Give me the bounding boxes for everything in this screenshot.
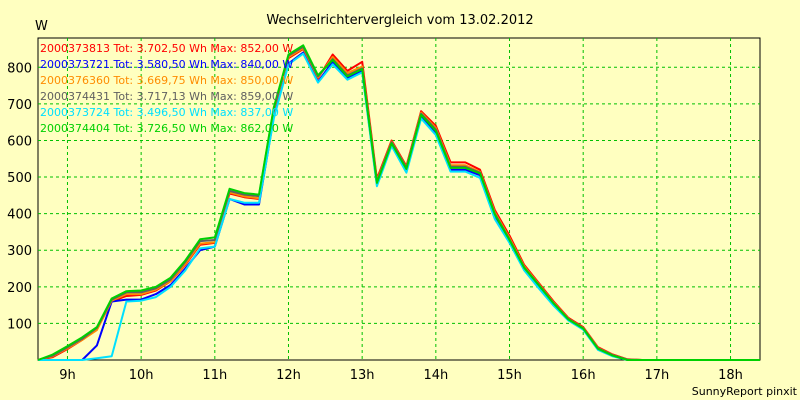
legend-entry-2000373724: 2000373724 Tot: 3.496,50 Wh Max: 837,00 … <box>40 106 293 119</box>
y-tick-label-0: 100 <box>7 317 32 332</box>
legend-max-1: Max: 840,00 W <box>207 58 293 71</box>
legend-total-4: Tot: 3.496,50 Wh <box>110 106 207 119</box>
legend-entry-2000376360: 2000376360 Tot: 3.669,75 Wh Max: 850,00 … <box>40 74 293 87</box>
legend-max-5: Max: 862,00 W <box>207 122 293 135</box>
legend-total-2: Tot: 3.669,75 Wh <box>110 74 207 87</box>
legend-name-1: 2000373721 <box>40 58 110 71</box>
x-tick-label-7: 16h <box>571 368 596 383</box>
legend-max-0: Max: 852,00 W <box>207 42 293 55</box>
x-tick-label-6: 15h <box>497 368 522 383</box>
x-tick-label-0: 9h <box>59 368 76 383</box>
legend-entry-2000373721: 2000373721 Tot: 3.580,50 Wh Max: 840,00 … <box>40 58 293 71</box>
x-axis-ticks: 9h 10h 11h 12h 13h 14h 15h 16h 17h 18h <box>59 368 743 383</box>
y-axis-unit: W <box>35 19 48 34</box>
y-tick-label-1: 200 <box>7 281 32 296</box>
legend-name-5: 2000374404 <box>40 122 110 135</box>
legend-name-3: 2000374431 <box>40 90 110 103</box>
legend-entry-2000374404: 2000374404 Tot: 3.726,50 Wh Max: 862,00 … <box>40 122 293 135</box>
legend-entry-2000374431: 2000374431 Tot: 3.717,13 Wh Max: 859,00 … <box>40 90 293 103</box>
y-tick-label-5: 600 <box>7 134 32 149</box>
legend-total-3: Tot: 3.717,13 Wh <box>110 90 207 103</box>
x-tick-label-8: 17h <box>644 368 669 383</box>
legend-total-5: Tot: 3.726,50 Wh <box>110 122 207 135</box>
legend-max-2: Max: 850,00 W <box>207 74 293 87</box>
series-lines <box>37 44 760 361</box>
credit-label: SunnyReport pinxit <box>692 385 798 398</box>
x-tick-label-3: 12h <box>276 368 301 383</box>
legend-name-4: 2000373724 <box>40 106 110 119</box>
y-tick-label-2: 300 <box>7 244 32 259</box>
y-tick-label-7: 800 <box>7 61 32 76</box>
y-tick-label-6: 700 <box>7 98 32 113</box>
x-tick-label-2: 11h <box>202 368 227 383</box>
y-tick-label-3: 400 <box>7 208 32 223</box>
y-tick-label-4: 500 <box>7 171 32 186</box>
legend-total-0: Tot: 3.702,50 Wh <box>110 42 207 55</box>
y-axis-ticks: 100 200 300 400 500 600 700 800 <box>7 61 32 332</box>
legend-max-4: Max: 837,00 W <box>207 106 293 119</box>
plot-area <box>37 37 761 361</box>
series-line-2000374404 <box>37 44 760 361</box>
x-tick-label-1: 10h <box>129 368 154 383</box>
legend-entry-2000373813: 2000373813 Tot: 3.702,50 Wh Max: 852,00 … <box>40 42 293 55</box>
legend: 2000373813 Tot: 3.702,50 Wh Max: 852,00 … <box>40 42 293 135</box>
chart-title: Wechselrichtervergleich vom 13.02.2012 <box>266 13 533 28</box>
legend-name-0: 2000373813 <box>40 42 110 55</box>
x-tick-label-9: 18h <box>718 368 743 383</box>
x-tick-label-4: 13h <box>350 368 375 383</box>
legend-max-3: Max: 859,00 W <box>207 90 293 103</box>
legend-name-2: 2000376360 <box>40 74 110 87</box>
legend-total-1: Tot: 3.580,50 Wh <box>110 58 207 71</box>
x-tick-label-5: 14h <box>423 368 448 383</box>
